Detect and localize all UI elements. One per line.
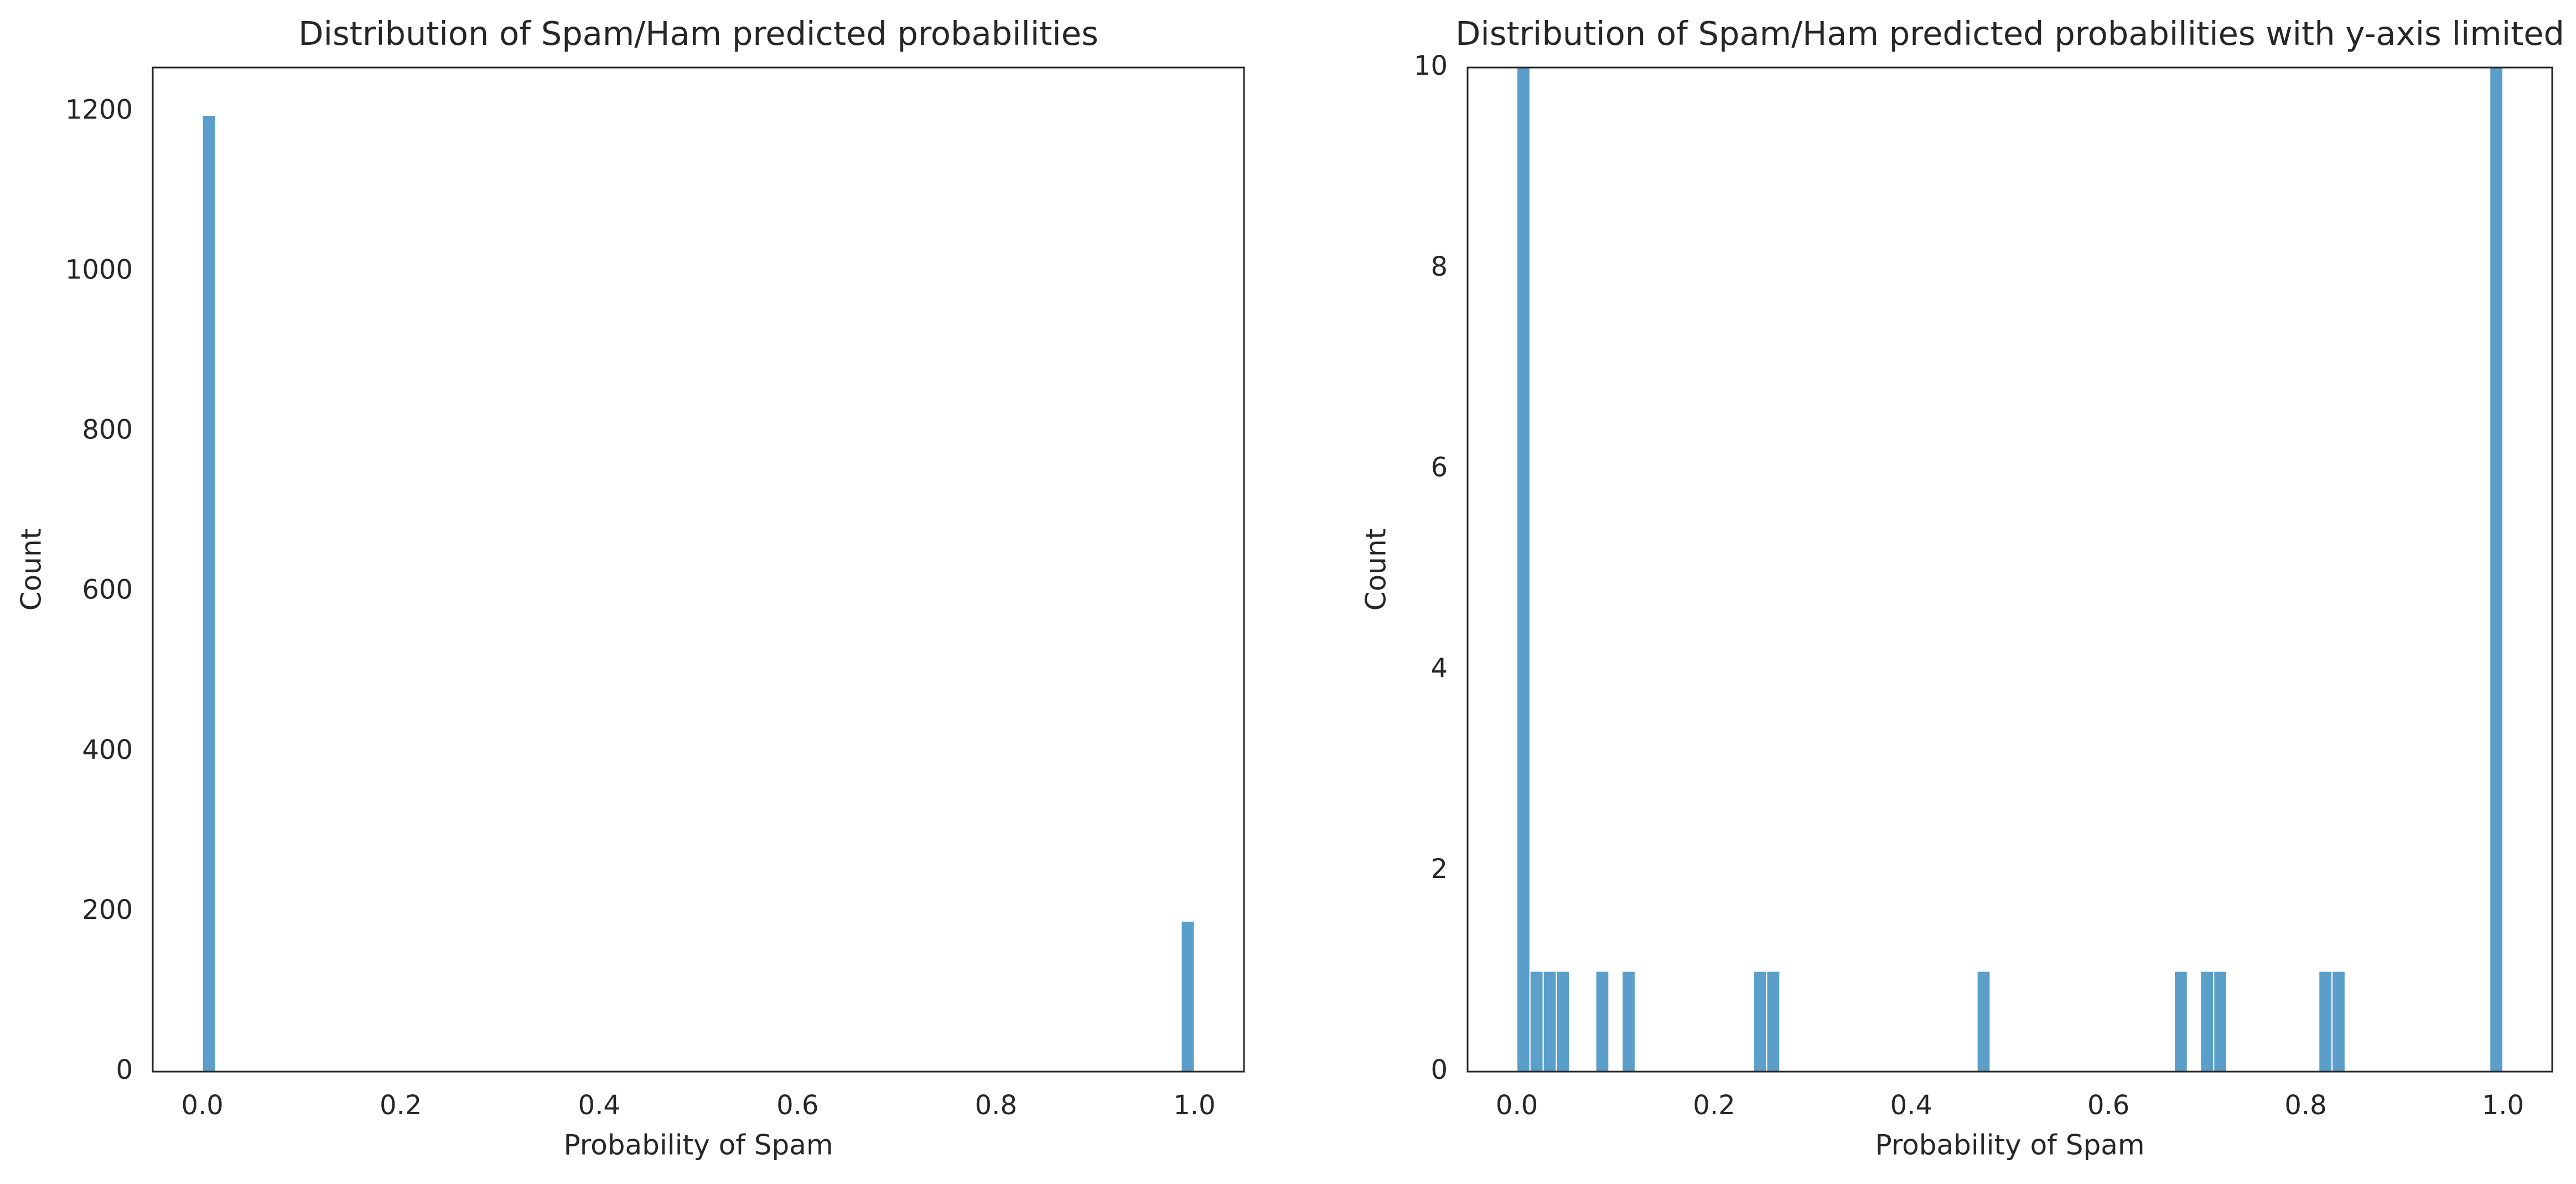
bar <box>1976 970 1991 1072</box>
x-tick-label: 0.6 <box>2087 1090 2129 1121</box>
title: Distribution of Spam/Ham predicted proba… <box>1455 14 2564 53</box>
bar <box>1766 970 1781 1072</box>
y-tick-label: 1000 <box>65 255 133 286</box>
x-tick-label: 0.4 <box>578 1090 620 1121</box>
y-tick-label: 200 <box>82 895 133 926</box>
y-tick-label: 8 <box>1430 251 1448 282</box>
axis-label: Count <box>15 529 48 611</box>
bar <box>2331 970 2346 1072</box>
plot: Distribution of Spam/Ham predicted proba… <box>1360 14 2565 1161</box>
plot: Distribution of Spam/Ham predicted proba… <box>15 14 1245 1161</box>
axes-frame <box>152 66 1245 1073</box>
y-tick-label: 800 <box>82 415 133 446</box>
title: Distribution of Spam/Ham predicted proba… <box>298 14 1098 53</box>
x-tick-label: 0.2 <box>1693 1090 1735 1121</box>
bar <box>2318 970 2333 1072</box>
x-tick-label: 0.4 <box>1890 1090 1932 1121</box>
y-tick-label: 1200 <box>65 94 133 125</box>
x-tick-label: 1.0 <box>1173 1090 1215 1121</box>
bar <box>1516 68 1531 1072</box>
axis-label: Probability of Spam <box>563 1129 833 1161</box>
y-tick-label: 6 <box>1430 452 1448 483</box>
bar <box>2213 970 2227 1072</box>
axes-frame <box>1466 66 2553 1073</box>
x-tick-label: 0.0 <box>181 1090 223 1121</box>
y-tick-label: 10 <box>1414 50 1448 81</box>
axis-label: Count <box>1360 529 1392 611</box>
bar <box>1753 970 1768 1072</box>
x-tick-label: 0.0 <box>1496 1090 1538 1121</box>
bar <box>2174 970 2188 1072</box>
x-tick-label: 0.6 <box>776 1090 818 1121</box>
x-tick-label: 1.0 <box>2482 1090 2524 1121</box>
bar <box>1529 970 1544 1072</box>
bar <box>201 115 216 1072</box>
bar <box>1180 921 1195 1072</box>
axis-label: Probability of Spam <box>1875 1129 2144 1161</box>
bar <box>1556 970 1571 1072</box>
y-tick-label: 4 <box>1430 653 1448 684</box>
y-tick-label: 600 <box>82 575 133 606</box>
bars <box>201 115 1195 1072</box>
y-tick-label: 0 <box>116 1054 133 1085</box>
x-tick-label: 0.8 <box>2284 1090 2326 1121</box>
y-tick-label: 400 <box>82 735 133 766</box>
y-tick-label: 2 <box>1430 854 1448 885</box>
x-tick-label: 0.2 <box>380 1090 422 1121</box>
x-tick-label: 0.8 <box>975 1090 1017 1121</box>
bar <box>1621 970 1636 1072</box>
bar <box>1542 970 1557 1072</box>
bar <box>2200 970 2215 1072</box>
bars <box>1516 68 2504 1072</box>
y-tick-label: 0 <box>1430 1054 1448 1085</box>
bar <box>2489 68 2504 1072</box>
bar <box>1595 970 1610 1072</box>
